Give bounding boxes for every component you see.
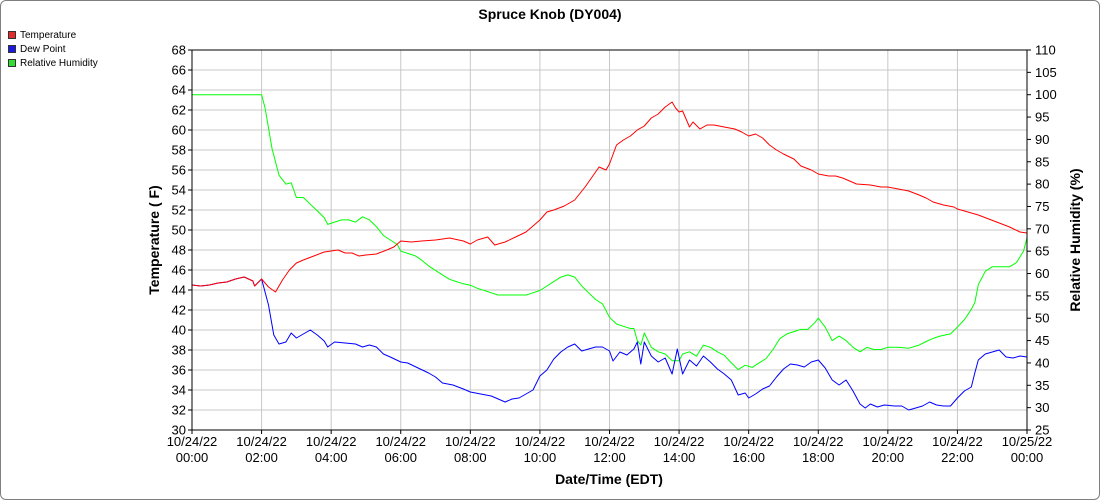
x-tick-label-time: 12:00 (593, 450, 626, 465)
y-left-tick-label: 42 (172, 303, 186, 318)
x-axis-title: Date/Time (EDT) (555, 471, 663, 487)
x-tick-label-date: 10/24/22 (515, 434, 566, 449)
y-right-tick-label: 95 (1035, 110, 1049, 125)
x-tick-label-date: 10/25/22 (1002, 434, 1053, 449)
x-tick-label-date: 10/24/22 (584, 434, 635, 449)
y-axis-right-title: Relative Humidity (%) (1067, 168, 1083, 311)
y-axis-left-title: Temperature ( F) (146, 185, 162, 294)
legend-swatch-relative-humidity (8, 59, 16, 67)
y-right-tick-label: 90 (1035, 132, 1049, 147)
y-right-tick-label: 80 (1035, 177, 1049, 192)
y-left-tick-label: 50 (172, 223, 186, 238)
y-left-tick-label: 58 (172, 143, 186, 158)
y-right-tick-label: 30 (1035, 400, 1049, 415)
y-right-tick-label: 35 (1035, 378, 1049, 393)
y-right-tick-label: 70 (1035, 221, 1049, 236)
y-left-tick-label: 62 (172, 103, 186, 118)
y-right-tick-label: 75 (1035, 199, 1049, 214)
x-tick-label-date: 10/24/22 (236, 434, 287, 449)
x-tick-label-time: 04:00 (315, 450, 348, 465)
legend-label-relative-humidity: Relative Humidity (20, 57, 98, 69)
x-tick-label-time: 10:00 (524, 450, 557, 465)
y-left-tick-label: 64 (172, 83, 186, 98)
x-tick-label-date: 10/24/22 (863, 434, 914, 449)
x-tick-label-time: 18:00 (802, 450, 835, 465)
y-right-tick-label: 110 (1035, 43, 1056, 58)
y-left-tick-label: 66 (172, 63, 186, 78)
legend-swatch-temperature (8, 31, 16, 39)
series-line-temperature (191, 101, 1028, 293)
y-left-tick-label: 38 (172, 343, 186, 358)
y-right-tick-label: 55 (1035, 288, 1049, 303)
y-right-tick-label: 50 (1035, 311, 1049, 326)
axes-layer: 30 32 34 36 38 40 42 44 46 48 50 52 54 56 58 60 62 64 66 68… (167, 43, 1057, 466)
y-right-tick-label: 100 (1035, 87, 1057, 102)
legend-item-relative-humidity[interactable]: Relative Humidity (8, 56, 98, 70)
series-layer (191, 94, 1028, 411)
series-line-relative-humidity (192, 94, 1028, 371)
x-tick-label-time: 16:00 (732, 450, 765, 465)
y-left-tick-label: 30 (172, 423, 186, 438)
series-line-dew-point (191, 276, 1028, 411)
y-left-tick-label: 48 (172, 243, 186, 258)
x-tick-label-time: 14:00 (663, 450, 696, 465)
x-tick-label-time: 06:00 (384, 450, 417, 465)
x-tick-label-time: 02:00 (245, 450, 278, 465)
x-tick-label-time: 00:00 (176, 450, 209, 465)
y-right-tick-label: 45 (1035, 333, 1049, 348)
y-right-tick-label: 65 (1035, 244, 1049, 259)
legend-swatch-dew-point (8, 45, 16, 53)
legend-label-temperature: Temperature (20, 29, 77, 41)
y-right-tick-label: 40 (1035, 355, 1049, 370)
x-tick-label-date: 10/24/22 (793, 434, 844, 449)
y-right-tick-label: 85 (1035, 154, 1049, 169)
y-left-tick-label: 40 (172, 323, 186, 338)
y-right-tick-label: 105 (1035, 65, 1057, 80)
y-left-tick-label: 54 (172, 183, 186, 198)
chart-title: Spruce Knob (DY004) (478, 6, 621, 22)
y-left-tick-label: 46 (172, 263, 186, 278)
y-right-tick-label: 60 (1035, 266, 1049, 281)
x-tick-label-date: 10/24/22 (723, 434, 774, 449)
legend-item-dew-point[interactable]: Dew Point (8, 42, 98, 56)
y-right-tick-label: 25 (1035, 423, 1049, 438)
legend-item-temperature[interactable]: Temperature (8, 28, 98, 42)
x-tick-label-date: 10/24/22 (375, 434, 426, 449)
x-tick-label-date: 10/24/22 (445, 434, 496, 449)
x-tick-label-date: 10/24/22 (167, 434, 218, 449)
y-left-tick-label: 34 (172, 383, 186, 398)
x-tick-label-date: 10/24/22 (306, 434, 357, 449)
x-tick-label-date: 10/24/22 (932, 434, 983, 449)
x-tick-label-time: 00:00 (1011, 450, 1044, 465)
y-left-tick-label: 60 (172, 123, 186, 138)
y-left-tick-label: 56 (172, 163, 186, 178)
legend: Temperature Dew Point Relative Humidity (8, 28, 98, 70)
grid (191, 49, 1028, 431)
x-tick-label-time: 20:00 (872, 450, 905, 465)
y-left-tick-label: 68 (172, 43, 186, 58)
y-left-tick-label: 36 (172, 363, 186, 378)
y-left-tick-label: 32 (172, 403, 186, 418)
y-left-tick-label: 52 (172, 203, 186, 218)
x-tick-label-time: 08:00 (454, 450, 487, 465)
y-left-tick-label: 44 (172, 283, 186, 298)
legend-label-dew-point: Dew Point (20, 43, 66, 55)
x-tick-label-date: 10/24/22 (654, 434, 705, 449)
x-tick-label-time: 22:00 (941, 450, 974, 465)
